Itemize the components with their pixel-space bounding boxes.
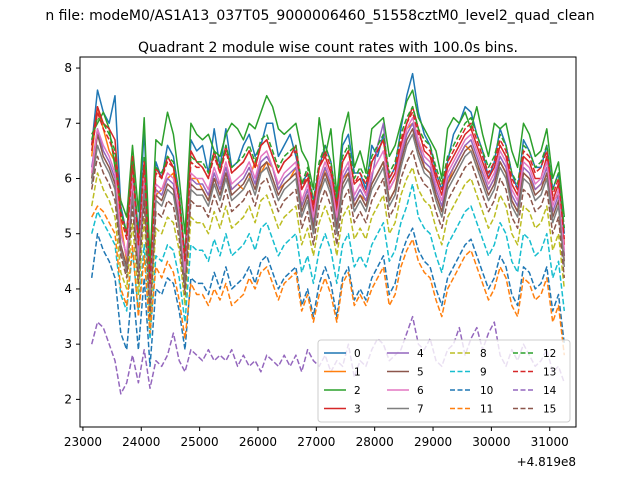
legend-box [317,339,571,423]
legend-label: 2 [354,385,361,397]
figure-suptitle: n file: modeM0/AS1A13_037T05_9000006460_… [45,8,594,24]
legend-label: 14 [543,385,557,397]
legend-label: 12 [543,348,556,360]
x-tick-label: 29000 [414,435,452,449]
y-tick-label: 2 [64,392,72,406]
chart-title: Quadrant 2 module wise count rates with … [138,40,518,56]
series-line-9 [90,183,566,340]
series-line-8 [90,166,566,323]
x-tick-label: 28000 [356,435,394,449]
series-line-7 [90,133,566,312]
legend-label: 9 [480,367,487,379]
y-tick-label: 3 [64,337,72,351]
legend-label: 11 [480,404,493,416]
legend-label: 8 [480,348,487,360]
y-tick-label: 8 [64,61,72,75]
series-layer [90,72,566,395]
series-line-10 [90,227,566,368]
x-tick-label: 27000 [297,435,335,449]
x-tick-label: 31000 [531,435,569,449]
series-line-13 [90,111,566,285]
y-tick-label: 5 [64,227,72,241]
legend-label: 3 [354,404,361,416]
x-tick-label: 25000 [181,435,219,449]
x-offset-label: +4.819e8 [517,455,576,469]
series-line-6 [90,116,566,296]
y-tick-label: 6 [64,171,72,185]
series-line-15 [90,150,566,318]
legend-label: 10 [480,385,493,397]
legend-label: 5 [417,367,424,379]
legend-label: 1 [354,367,361,379]
ticks-layer: 23000 24000 25000 26000 27000 28000 29000 30000… [64,61,569,449]
y-tick-label: 7 [64,116,72,130]
axes-frame [79,56,577,428]
y-tick-label: 4 [64,282,72,296]
series-line-5 [90,128,566,307]
x-tick-label: 23000 [64,435,102,449]
series-line-4 [90,122,566,296]
legend-label: 7 [417,404,424,416]
x-tick-label: 26000 [239,435,277,449]
legend-label: 0 [354,348,361,360]
x-tick-label: 24000 [122,435,160,449]
series-line-2 [91,89,566,263]
legend-label: 15 [543,404,556,416]
series-line-11 [91,205,566,356]
x-tick-label: 30000 [472,435,510,449]
legend-label: 6 [417,385,424,397]
series-line-3 [90,105,566,290]
legend-label: 4 [417,348,424,360]
legend-label: 13 [543,367,556,379]
